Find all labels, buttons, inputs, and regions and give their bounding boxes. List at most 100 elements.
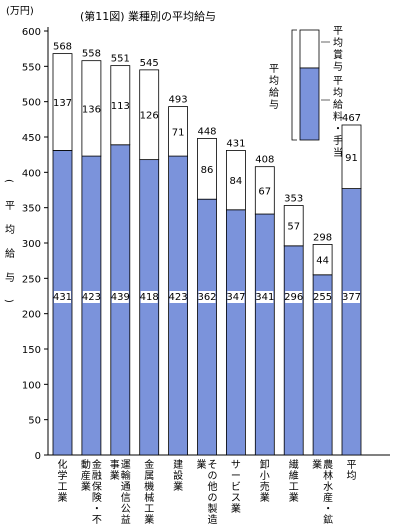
category-label-char: 業 <box>197 458 207 471</box>
y-tick-label: 300 <box>22 239 41 250</box>
y-tick-label: 550 <box>22 62 41 73</box>
bar-salary-label: 347 <box>226 292 245 303</box>
category-label-char: 公 <box>121 504 131 515</box>
y-tick-label: 50 <box>28 416 41 427</box>
y-unit-label: (万円) <box>6 6 34 17</box>
bar-bonus-label: 91 <box>345 153 358 164</box>
bar-bonus <box>312 244 333 276</box>
category-label-char: 通 <box>121 481 131 493</box>
bar-total-label: 353 <box>284 194 303 205</box>
bar-salary-label-bg <box>54 291 71 303</box>
bar-bonus-label: 113 <box>111 101 130 112</box>
category-label-char: 繊 <box>289 458 299 471</box>
y-tick-label: 600 <box>22 27 41 38</box>
legend-salary-label: 給 <box>333 98 343 111</box>
bar-total-label: 448 <box>197 126 216 137</box>
category-label-char: 業 <box>289 491 299 504</box>
category-label-char: ・ <box>92 504 102 515</box>
legend-salary-swatch <box>299 67 320 141</box>
y-tick-label: 500 <box>22 98 41 109</box>
category-label-char: 信 <box>121 492 131 504</box>
bar-bonus-label: 86 <box>201 165 214 176</box>
category-label-char: 建 <box>173 458 183 471</box>
bar-bonus <box>254 166 275 215</box>
y-axis-label-char: ( <box>3 179 14 183</box>
y-tick-label: 350 <box>22 204 41 215</box>
legend-total-label: 平 <box>269 64 279 75</box>
bar-salary <box>139 159 160 456</box>
legend-bonus-swatch <box>299 29 320 69</box>
category-label-char: 保 <box>92 480 102 493</box>
bar-bonus <box>197 138 217 200</box>
bar-salary-label-bg <box>285 291 303 303</box>
category-label-char: 造 <box>208 513 218 526</box>
category-label-char: 益 <box>121 513 131 526</box>
axes: (第11図) 業種別の平均給与 (万円) 0 50 100 150 200 250 300 350… <box>3 6 390 462</box>
bar-total-label: 568 <box>53 42 72 53</box>
category-label-char: そ <box>208 459 218 471</box>
category-label-char: 他 <box>208 480 218 493</box>
bar-salary <box>168 155 189 456</box>
bar-salary-label: 439 <box>111 292 130 303</box>
bar-salary-label: 423 <box>169 292 188 303</box>
bar-bonus-label: 71 <box>172 127 185 138</box>
category-label-char: ス <box>231 493 241 504</box>
bar-salary <box>81 155 102 456</box>
category-label-char: 機 <box>144 480 154 493</box>
category-label-char: 卸 <box>260 458 270 471</box>
category-label-char: 化 <box>58 458 68 471</box>
category-label-char: 事 <box>110 458 120 471</box>
legend-bonus-label: 与 <box>333 61 343 73</box>
bars <box>52 53 362 456</box>
bar-salary-label: 431 <box>53 292 72 303</box>
legend-total-label: 均 <box>269 75 279 87</box>
category-label-char: の <box>208 471 218 482</box>
category-label-char: 林 <box>323 469 333 482</box>
bar-bonus-label: 67 <box>258 186 271 197</box>
bar-salary-label-bg <box>169 291 187 303</box>
category-label-char: 工 <box>289 482 299 493</box>
bar-bonus-label: 136 <box>82 104 101 115</box>
chart-title: (第11図) 業種別の平均給与 <box>80 9 216 23</box>
category-label-char: 輸 <box>121 469 131 482</box>
y-tick-label: 200 <box>22 310 41 321</box>
legend-bonus-label: 均 <box>333 37 343 49</box>
bar-salary <box>197 198 217 456</box>
labels: 568137431化学工業558136423金融保険・不動産業551113439… <box>53 42 361 526</box>
bar-total-label: 298 <box>313 232 332 243</box>
bar-total-label: 558 <box>82 49 101 60</box>
y-tick-label: 150 <box>22 345 41 356</box>
category-label-char: ー <box>231 471 241 482</box>
legend-salary-label: 均 <box>333 87 343 99</box>
bar-salary <box>341 188 362 456</box>
y-axis-label-char: 平 <box>5 201 15 212</box>
y-axis-label-char: 与 <box>5 272 15 284</box>
category-label-char: 業 <box>58 491 68 504</box>
legend-bonus-label: 平 <box>333 26 343 37</box>
category-label-char: 平 <box>347 460 357 471</box>
category-label-char: 金 <box>92 458 102 471</box>
bar-salary-label-bg <box>314 291 332 303</box>
y-axis-label-char: 均 <box>5 224 15 236</box>
bar-salary-label-bg <box>256 291 274 303</box>
category-label-char: 小 <box>260 470 270 482</box>
bar-salary-label: 296 <box>284 292 303 303</box>
bar-bonus <box>225 150 246 211</box>
category-label-char: 均 <box>347 470 357 482</box>
y-axis-label-char: ) <box>3 299 14 303</box>
bar-bonus-label: 57 <box>287 222 300 233</box>
bar-salary-label-bg <box>198 291 216 303</box>
bar-salary-label: 418 <box>140 292 159 303</box>
category-label-char: 業 <box>110 469 120 482</box>
category-label-char: 業 <box>260 491 270 504</box>
bar-bonus-label: 84 <box>230 176 243 187</box>
bar-bonus <box>52 53 73 151</box>
legend-salary-label: ・ <box>333 124 343 135</box>
category-label-char: 設 <box>173 469 183 482</box>
category-label-char: 業 <box>144 513 154 526</box>
bar-bonus-label: 137 <box>53 98 72 109</box>
category-label-char: 業 <box>81 480 91 493</box>
category-label-char: 鉱 <box>323 513 333 526</box>
legend-salary-label: 手 <box>333 134 343 147</box>
